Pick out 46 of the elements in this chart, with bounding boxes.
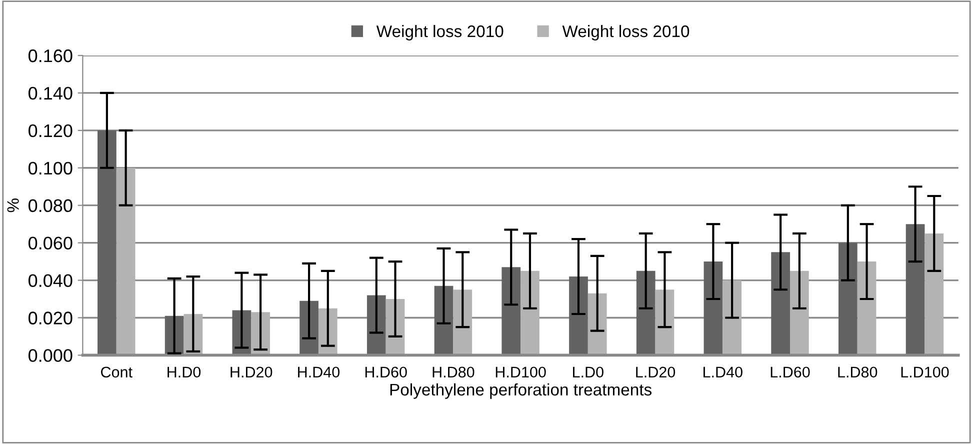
bar — [924, 233, 944, 356]
y-tick-label: 0.120 — [28, 124, 72, 138]
bar — [588, 293, 607, 356]
legend-label: Weight loss 2010 — [562, 24, 690, 40]
legend-label: Weight loss 2010 — [376, 24, 504, 40]
bar — [453, 290, 472, 356]
x-tick-label: H.D40 — [298, 366, 340, 378]
x-tick-label: H.D100 — [496, 366, 546, 378]
y-axis-title: % — [7, 198, 19, 212]
bar — [434, 286, 454, 356]
x-tick-label: L.D20 — [636, 366, 676, 378]
x-tick-label: H.D60 — [365, 366, 407, 378]
bar — [790, 270, 809, 356]
bar — [771, 252, 790, 356]
bar — [906, 224, 925, 356]
bar — [636, 270, 656, 356]
y-tick-label: 0.000 — [28, 349, 72, 362]
x-tick-label: L.D40 — [704, 366, 742, 378]
x-tick-label: H.D0 — [168, 366, 201, 378]
bar — [116, 168, 136, 356]
y-tick-label: 0.100 — [28, 162, 72, 175]
x-tick-label: Cont — [101, 366, 132, 378]
x-axis-title: Polyethylene perforation treatments — [390, 383, 652, 399]
y-tick-label: 0.160 — [28, 49, 72, 62]
bar — [655, 290, 674, 356]
y-tick-label: 0.080 — [28, 199, 72, 212]
x-tick-label: H.D80 — [432, 366, 474, 378]
bar — [722, 280, 742, 356]
bar — [838, 242, 858, 356]
y-tick-label: 0.040 — [28, 274, 72, 287]
bar — [569, 276, 588, 356]
bar — [98, 130, 116, 356]
y-tick-label: 0.020 — [28, 312, 72, 324]
x-tick-label: H.D20 — [230, 366, 272, 378]
y-tick-label: 0.060 — [28, 236, 72, 250]
x-tick-label: L.D100 — [901, 366, 949, 378]
bar — [520, 270, 540, 356]
bar — [502, 267, 521, 356]
x-tick-label: L.D80 — [838, 366, 878, 378]
x-tick-label: L.D0 — [573, 366, 604, 378]
bar — [704, 262, 723, 356]
bar — [857, 262, 876, 356]
x-tick-label: L.D60 — [770, 366, 810, 378]
bar — [366, 295, 386, 356]
y-tick-label: 0.140 — [28, 86, 72, 100]
bar — [300, 300, 318, 356]
